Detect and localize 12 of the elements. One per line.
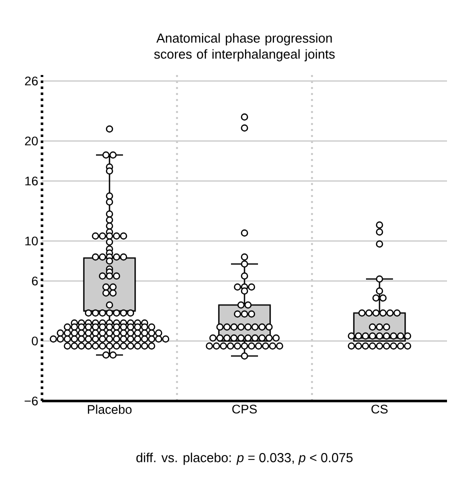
x-tick-label: Placebo — [88, 404, 132, 414]
x-tick-label: CPS — [232, 404, 257, 414]
y-tick-label: −6 — [24, 396, 38, 406]
x-tick-label: CS — [371, 404, 388, 414]
y-tick-label: 0 — [32, 336, 38, 346]
y-tick-label: 26 — [25, 76, 38, 86]
y-tick-label: 6 — [32, 276, 38, 286]
y-tick-label: 20 — [25, 136, 38, 146]
y-tick-label: 16 — [25, 176, 38, 186]
chart-title: Anatomical phase progression scores of interphalangeal joints — [154, 33, 335, 62]
text: diff. vs. placebo: p = 0.033, p < 0.075 — [136, 452, 353, 465]
y-tick-label: 10 — [25, 236, 38, 246]
